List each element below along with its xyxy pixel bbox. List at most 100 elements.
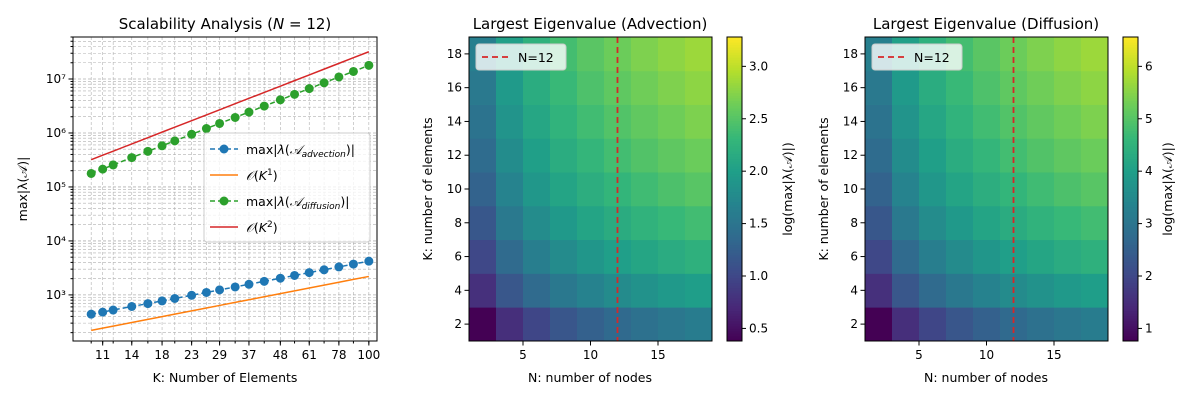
colorbar-segment [727, 171, 742, 175]
heatmap-cell [496, 104, 524, 139]
colorbar-segment [727, 143, 742, 147]
colorbar-segment [727, 115, 742, 119]
colorbar-segment [1123, 318, 1138, 322]
colorbar-segment [1123, 282, 1138, 286]
colorbar-segment [727, 201, 742, 205]
colorbar-segment [1123, 287, 1138, 291]
colorbar-segment [1123, 237, 1138, 241]
heatmap-cell [658, 104, 686, 139]
heatmap-cell [946, 70, 974, 105]
y-tick-label: 6 [850, 250, 858, 264]
colorbar-segment [1123, 102, 1138, 106]
data-point-series-2 [290, 89, 300, 99]
heatmap-cell [892, 104, 920, 139]
data-point-series-2 [275, 95, 285, 105]
colorbar-segment [1123, 219, 1138, 223]
colorbar-segment [1123, 42, 1138, 46]
data-point-series-2 [187, 129, 197, 139]
x-tick-label: 5 [915, 348, 923, 362]
heatmap-cell [1081, 172, 1109, 207]
data-point-series-2 [244, 107, 254, 117]
colorbar-segment [1123, 52, 1138, 56]
colorbar-segment [727, 80, 742, 84]
y-tick-label: 16 [843, 81, 858, 95]
heatmap-cell [523, 104, 551, 139]
colorbar-segment [1123, 196, 1138, 200]
colorbar-segment [1123, 239, 1138, 243]
data-point-series-2 [170, 136, 180, 146]
colorbar-segment [1123, 267, 1138, 271]
colorbar-segment [1123, 178, 1138, 182]
heatmap-cell [685, 70, 713, 105]
colorbar-segment [727, 130, 742, 134]
colorbar-segment [727, 287, 742, 291]
colorbar-segment [1123, 158, 1138, 162]
heatmap-cell [946, 205, 974, 241]
colorbar-segment [1123, 295, 1138, 299]
colorbar-segment [727, 191, 742, 195]
colorbar-segment [1123, 47, 1138, 51]
heatmap-cell [1054, 172, 1082, 207]
heatmap-cell [577, 307, 605, 342]
heatmap-cell [1081, 239, 1109, 274]
colorbar-segment [727, 37, 742, 41]
heatmap-cell [865, 104, 893, 139]
colorbar-segment [727, 295, 742, 299]
heatmap-cell [631, 70, 659, 105]
heatmap-cell [946, 104, 974, 139]
colorbar-segment [1123, 39, 1138, 43]
colorbar-segment [1123, 69, 1138, 73]
colorbar-segment [727, 168, 742, 172]
colorbar-segment [727, 52, 742, 56]
data-point-series-0 [364, 256, 374, 266]
series-line-2 [90, 64, 370, 175]
colorbar-segment [727, 290, 742, 294]
colorbar-segment [727, 328, 742, 332]
heatmap-cell [865, 307, 893, 342]
colorbar-segment [1123, 234, 1138, 238]
colorbar-tick-label: 3.0 [749, 59, 768, 73]
data-point-series-2 [86, 168, 96, 178]
colorbar-segment [1123, 315, 1138, 319]
colorbar-segment [1123, 100, 1138, 104]
y-tick-label: 10³ [46, 288, 66, 302]
heatmap-cell [550, 307, 578, 342]
colorbar-segment [727, 267, 742, 271]
colorbar-segment [1123, 67, 1138, 71]
colorbar-segment [1123, 290, 1138, 294]
colorbar-segment [727, 338, 742, 342]
colorbar-segment [1123, 130, 1138, 134]
colorbar-segment [727, 90, 742, 94]
colorbar-segment [727, 209, 742, 213]
heatmap-cell [1027, 307, 1055, 342]
heatmap-cell [919, 104, 947, 139]
colorbar-segment [727, 323, 742, 327]
colorbar-segment [1123, 224, 1138, 228]
heatmap-cell [523, 205, 551, 241]
heatmap-cell [1081, 70, 1109, 105]
data-point-series-0 [157, 296, 167, 306]
data-point-series-2 [319, 78, 329, 88]
heatmap-cell [496, 138, 524, 173]
colorbar-tick-label: 3 [1145, 217, 1153, 231]
colorbar-segment [727, 232, 742, 236]
heatmap-cell [892, 273, 920, 308]
colorbar-segment [1123, 305, 1138, 309]
colorbar-segment [1123, 173, 1138, 177]
heatmap-cell [1054, 104, 1082, 139]
y-tick-label: 16 [447, 81, 462, 95]
colorbar-segment [1123, 280, 1138, 284]
heatmap-cell [523, 273, 551, 308]
y-tick-label: 10⁴ [46, 234, 66, 248]
colorbar-segment [1123, 189, 1138, 193]
x-axis-ticks: 5 10 15 [519, 341, 666, 362]
colorbar-segment [727, 113, 742, 117]
colorbar-segment [727, 97, 742, 101]
colorbar-segment [727, 181, 742, 185]
heatmap-cell [892, 70, 920, 105]
y-tick-label: 18 [447, 47, 462, 61]
colorbar-segment [727, 216, 742, 220]
heatmap-cell [550, 239, 578, 274]
heatmap-cell [658, 239, 686, 274]
colorbar-segment [727, 257, 742, 261]
